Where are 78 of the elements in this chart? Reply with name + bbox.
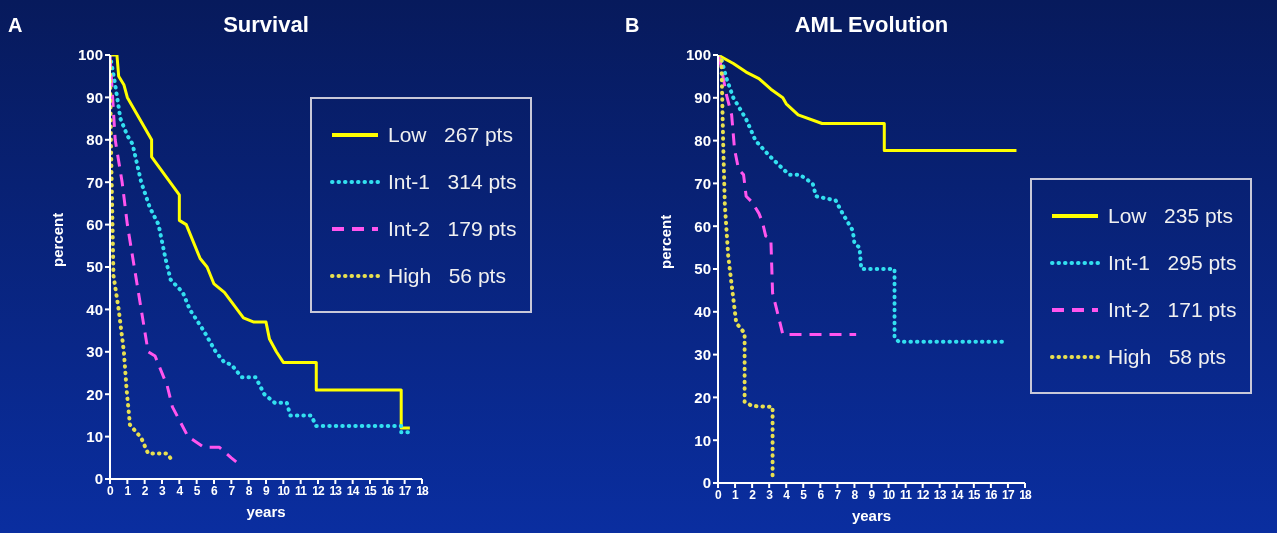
y-tick-label: 20 [86,385,103,403]
x-axis-title: years [246,503,286,520]
x-tick-label: 13 [933,487,947,502]
y-tick-label: 50 [694,260,711,278]
x-tick-label: 4 [176,483,184,498]
x-tick-label: 1 [124,483,132,498]
x-tick-label: 2 [749,487,757,502]
y-tick-label: 100 [77,46,103,64]
legend-label: Low 235 pts [1108,203,1233,228]
x-tick-label: 17 [398,483,412,498]
y-tick-label: 30 [86,343,103,361]
x-tick-label: 18 [1019,487,1032,502]
y-tick-label: 80 [694,131,711,149]
x-tick-label: 14 [346,483,360,498]
x-tick-label: 12 [312,483,325,498]
y-tick-label: 70 [694,174,711,192]
y-tick-label: 60 [86,215,103,233]
y-tick-label: 40 [86,300,103,318]
y-tick-label: 10 [694,431,711,449]
x-tick-label: 7 [228,483,236,498]
x-tick-label: 6 [817,487,825,502]
x-tick-label: 0 [715,487,723,502]
x-tick-label: 3 [159,483,167,498]
legend-label: Low 267 pts [388,122,513,147]
y-tick-label: 40 [694,303,711,321]
legend-label: Int-1 295 pts [1108,250,1237,275]
y-axis-title: percent [657,214,675,269]
y-tick-label: 90 [694,89,711,107]
y-tick-label: 60 [694,217,711,235]
y-tick-label: 50 [86,258,103,276]
x-tick-label: 10 [882,487,896,502]
x-tick-label: 6 [211,483,219,498]
x-tick-label: 9 [868,487,876,502]
x-tick-label: 17 [1002,487,1015,502]
x-tick-label: 14 [950,487,964,502]
x-tick-label: 9 [263,483,271,498]
line-series [110,55,239,464]
legend-label: Int-1 314 pts [388,169,517,194]
x-tick-label: 10 [277,483,291,498]
y-tick-label: 20 [694,388,711,406]
x-tick-label: 0 [107,483,115,498]
x-tick-label: 4 [783,487,791,502]
text: A [8,14,23,37]
line-series [718,55,1018,152]
y-tick-label: 90 [86,88,103,106]
legend-label: Int-2 179 pts [388,216,517,241]
y-tick-label: 80 [86,131,103,149]
y-tick-label: 70 [86,173,103,191]
x-tick-label: 5 [193,483,201,498]
x-tick-label: 11 [295,483,308,498]
x-tick-label: 8 [851,487,859,502]
chart-title: AML Evolution [793,12,950,38]
x-tick-label: 12 [916,487,930,502]
text: B [625,14,640,37]
x-tick-label: 3 [766,487,774,502]
chart-title: Survival [222,12,310,38]
legend-label: High 58 pts [1108,344,1226,369]
line-series [718,55,775,479]
x-tick-label: 13 [329,483,343,498]
y-tick-label: 10 [86,427,103,445]
legend-label: Int-2 171 pts [1108,297,1237,322]
x-axis-title: years [851,507,892,524]
x-tick-label: 18 [416,483,429,498]
legend-label: High 56 pts [388,263,506,288]
x-tick-label: 16 [381,483,395,498]
y-tick-label: 30 [694,345,711,363]
y-tick-label: 100 [685,46,711,64]
x-tick-label: 5 [800,487,808,502]
x-tick-label: 15 [967,487,981,502]
x-tick-label: 8 [245,483,253,498]
x-tick-label: 2 [141,483,149,498]
x-tick-label: 11 [900,487,913,502]
x-tick-label: 1 [732,487,740,502]
x-tick-label: 7 [834,487,842,502]
line-series [718,55,858,336]
x-tick-label: 16 [985,487,998,502]
x-tick-label: 15 [364,483,377,498]
y-axis-title: percent [49,212,67,267]
